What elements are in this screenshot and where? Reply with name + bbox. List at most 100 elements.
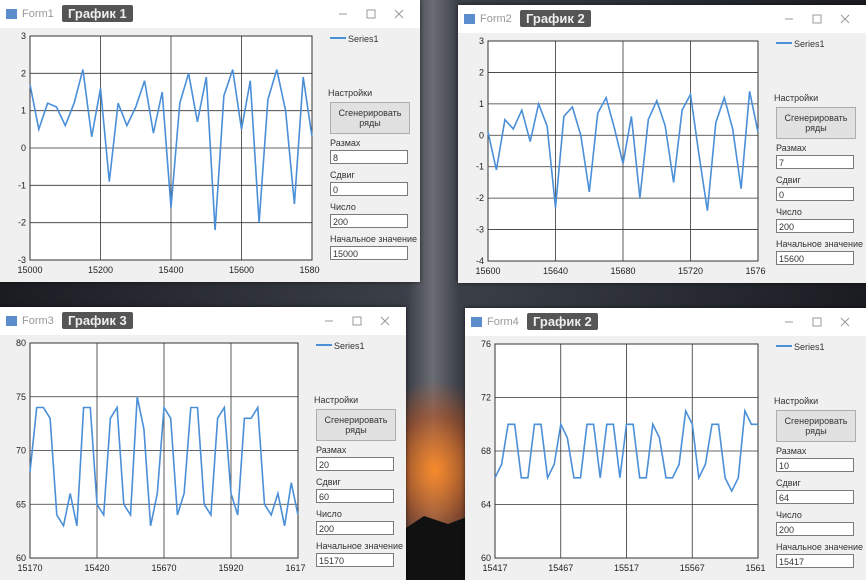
y-tick-label: -1 — [18, 180, 26, 190]
form-title: Form4 — [487, 316, 519, 328]
x-tick-label: 15600 — [229, 265, 254, 275]
y-tick-label: 60 — [481, 553, 491, 563]
field-label: Число — [776, 510, 802, 520]
maximize-button[interactable] — [352, 316, 362, 326]
data-line — [494, 407, 758, 493]
field-label: Начальное значение — [776, 542, 864, 552]
window-icon — [471, 317, 482, 327]
field-label: Размах — [330, 138, 361, 148]
field-input[interactable]: 8 — [330, 150, 408, 164]
maximize-button[interactable] — [812, 317, 822, 327]
field-input[interactable]: 0 — [776, 187, 854, 201]
field-label: Сдвиг — [776, 478, 801, 488]
icon-shape — [6, 9, 17, 19]
x-tick-label: 15800 — [299, 265, 320, 275]
x-tick-label: 15720 — [678, 266, 703, 276]
y-tick-label: 1 — [479, 99, 484, 109]
chart: 60 65 70 75 80 15170 15420 15670 15920 16170 — [16, 338, 306, 573]
y-tick-label: 2 — [21, 68, 26, 78]
y-tick-label: 75 — [16, 392, 26, 402]
field-label: Начальное значение — [776, 239, 864, 249]
x-tick-label: 15760 — [745, 266, 766, 276]
side-panel: Series1 Настройки Сгенерировать ряды Размах… — [326, 28, 418, 282]
group-label: Настройки — [774, 396, 819, 406]
y-tick-label: -3 — [18, 255, 26, 265]
generate-button[interactable]: Сгенерировать ряды — [776, 107, 856, 139]
generate-button[interactable]: Сгенерировать ряды — [316, 409, 396, 441]
y-tick-label: 80 — [16, 338, 26, 348]
x-tick-label: 15467 — [548, 563, 573, 573]
legend-swatch — [776, 42, 792, 44]
icon-shape — [464, 14, 475, 24]
caption-tag: График 1 — [62, 5, 133, 22]
x-tick-label: 15420 — [84, 563, 109, 573]
chart: -3 -2 -1 0 1 2 3 15000 15200 15400 15600 15800 — [17, 31, 320, 275]
x-tick-label: 15920 — [218, 563, 243, 573]
field-input[interactable]: 20 — [316, 457, 394, 471]
y-tick-label: 65 — [16, 499, 26, 509]
field-input[interactable]: 15000 — [330, 246, 408, 260]
window-controls — [325, 316, 390, 326]
field-input[interactable]: 15600 — [776, 251, 854, 265]
legend-swatch — [316, 344, 332, 346]
field-label: Начальное значение — [330, 234, 418, 244]
form-title: Form1 — [22, 8, 54, 20]
title-bar: Form4 График 2 — [465, 308, 866, 336]
close-button[interactable] — [840, 317, 850, 327]
plot-border — [487, 40, 759, 262]
x-tick-label: 16170 — [285, 563, 306, 573]
legend: Series1 — [316, 341, 365, 351]
window-controls — [785, 317, 850, 327]
maximize-button[interactable] — [366, 9, 376, 19]
close-button[interactable] — [380, 316, 390, 326]
window: Form4 График 2 60 64 68 72 76 15417 15467 15517 15… — [465, 308, 866, 580]
field-label: Размах — [316, 445, 347, 455]
generate-button[interactable]: Сгенерировать ряды — [330, 102, 410, 134]
field-label: Начальное значение — [316, 541, 404, 551]
field-input[interactable]: 200 — [776, 219, 854, 233]
y-tick-label: 0 — [479, 130, 484, 140]
field-input[interactable]: 60 — [316, 489, 394, 503]
close-button[interactable] — [394, 9, 404, 19]
x-tick-label: 15567 — [680, 563, 705, 573]
window-icon — [6, 9, 17, 19]
field-input[interactable]: 7 — [776, 155, 854, 169]
y-tick-label: 60 — [16, 553, 26, 563]
y-tick-label: -2 — [18, 218, 26, 228]
field-input[interactable]: 200 — [776, 522, 854, 536]
generate-button[interactable]: Сгенерировать ряды — [776, 410, 856, 442]
close-button[interactable] — [840, 14, 850, 24]
icon-shape — [471, 317, 482, 327]
y-tick-label: 3 — [21, 31, 26, 41]
y-tick-label: -3 — [476, 225, 484, 235]
x-tick-label: 15000 — [17, 265, 42, 275]
plot-border — [29, 342, 299, 559]
form-title: Form2 — [480, 13, 512, 25]
y-tick-label: 2 — [479, 67, 484, 77]
field-input[interactable]: 64 — [776, 490, 854, 504]
field-label: Размах — [776, 446, 807, 456]
field-input[interactable]: 200 — [330, 214, 408, 228]
window-icon — [464, 14, 475, 24]
field-input[interactable]: 200 — [316, 521, 394, 535]
field-input[interactable]: 0 — [330, 182, 408, 196]
data-line — [29, 396, 299, 528]
group-label: Настройки — [314, 395, 359, 405]
y-tick-label: 0 — [21, 143, 26, 153]
legend-swatch — [330, 37, 346, 39]
legend: Series1 — [776, 342, 825, 352]
maximize-button[interactable] — [812, 14, 822, 24]
y-tick-label: -1 — [476, 162, 484, 172]
caption-tag: График 2 — [520, 10, 591, 27]
field-input[interactable]: 15417 — [776, 554, 854, 568]
legend: Series1 — [330, 34, 379, 44]
field-label: Число — [776, 207, 802, 217]
x-tick-label: 15517 — [614, 563, 639, 573]
legend-label: Series1 — [334, 341, 365, 351]
x-tick-label: 15170 — [17, 563, 42, 573]
y-tick-label: 70 — [16, 446, 26, 456]
field-input[interactable]: 10 — [776, 458, 854, 472]
field-input[interactable]: 15170 — [316, 553, 394, 567]
field-label: Сдвиг — [330, 170, 355, 180]
